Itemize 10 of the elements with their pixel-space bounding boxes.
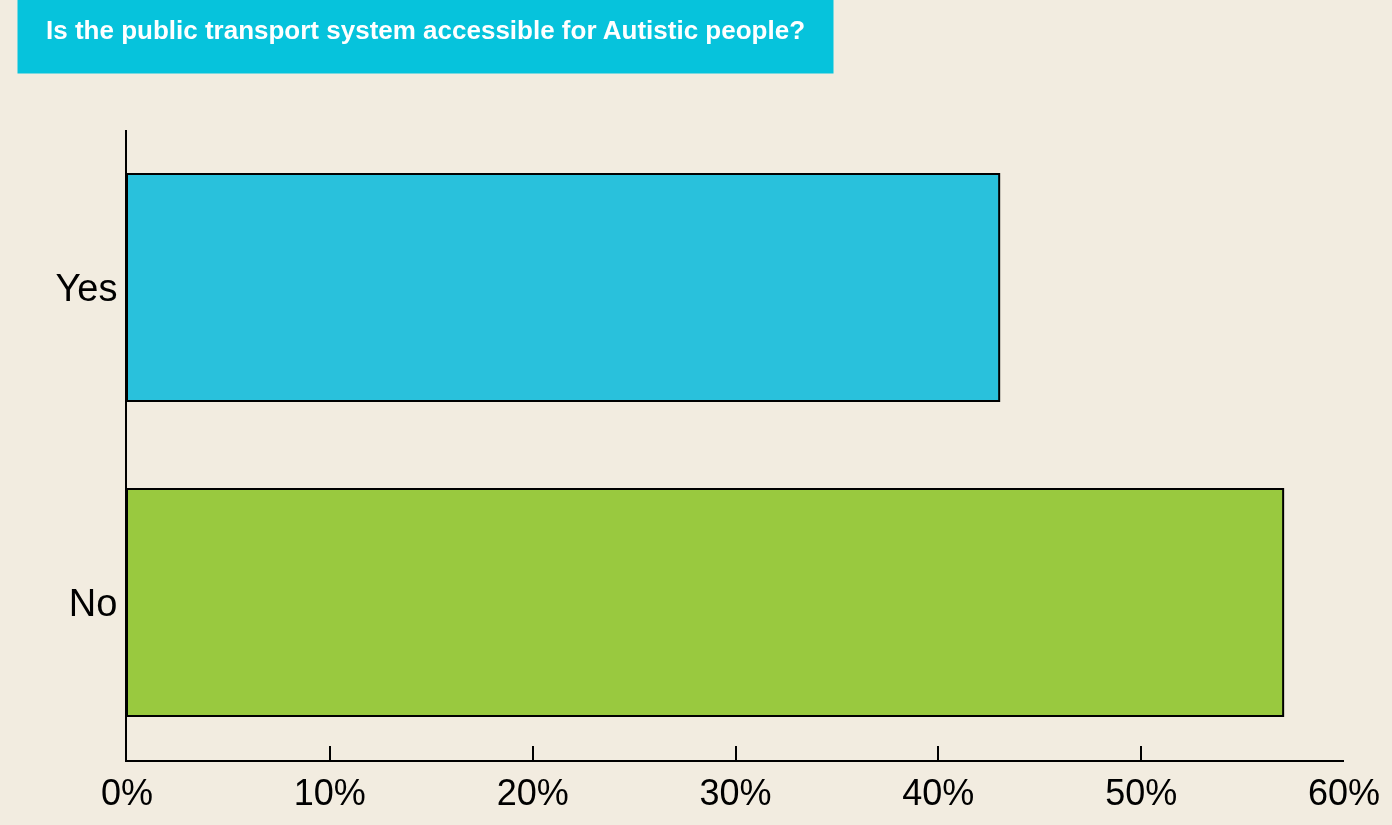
x-tick-label: 0% [100,772,154,814]
chart-title: Is the public transport system accessible for Autistic people? [46,15,806,45]
y-tick-label: Yes [55,266,118,309]
x-tick-label: 40% [902,772,975,814]
y-tick-label: No [68,581,118,624]
x-tick-label: 10% [293,772,366,814]
x-tick-label: 60% [1307,772,1381,814]
x-tick-label: 50% [1105,772,1178,814]
x-tick-label: 20% [496,772,569,814]
x-tick-label: 30% [699,772,772,814]
